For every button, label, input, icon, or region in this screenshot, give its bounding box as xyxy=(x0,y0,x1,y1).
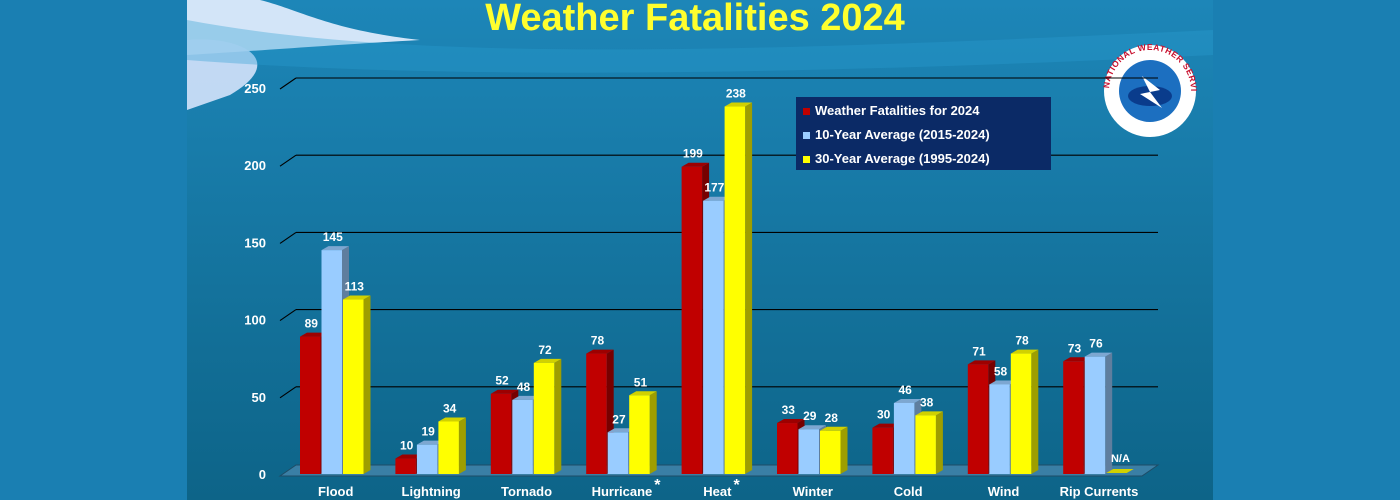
y-axis-ticks: 0 50 100 150 200 250 xyxy=(244,81,266,482)
wave-decoration xyxy=(187,20,1213,73)
bars xyxy=(300,102,1134,474)
value-label: 28 xyxy=(825,411,839,425)
value-label: 27 xyxy=(612,412,626,426)
wave-decoration xyxy=(187,39,258,110)
gridline-diagonal xyxy=(279,154,297,167)
value-label: 19 xyxy=(421,425,435,439)
bar-cold-series-3 xyxy=(915,411,943,474)
legend: Weather Fatalities for 2024 10-Year Avera… xyxy=(796,97,1051,170)
y-tick-label: 250 xyxy=(244,81,266,96)
legend-swatch xyxy=(803,108,810,115)
bar-hurricane-series-3 xyxy=(629,391,657,474)
bar-winter-series-3 xyxy=(820,426,848,474)
value-label: 113 xyxy=(345,280,365,294)
value-label: 38 xyxy=(920,395,934,409)
bar-empty-marker xyxy=(1106,469,1134,473)
y-tick-label: 0 xyxy=(259,467,266,482)
category-labels: Flood Lightning Tornado Hurricane * Heat * Wint… xyxy=(318,477,1138,499)
category-label: Cold xyxy=(894,484,923,499)
wave-decoration xyxy=(187,0,420,55)
value-label: 46 xyxy=(898,383,912,397)
gridline-diagonal xyxy=(279,231,297,244)
bar-lightning-series-3 xyxy=(438,417,466,474)
value-label: 76 xyxy=(1089,337,1103,351)
legend-box xyxy=(796,97,1051,170)
value-label: 71 xyxy=(972,344,986,358)
value-label: 51 xyxy=(634,375,648,389)
legend-swatch xyxy=(803,156,810,163)
value-labels: 89 145 113 10 19 34 52 48 72 78 27 51 199 177 238 33 29 2… xyxy=(305,87,1130,465)
bar-tornado-series-3 xyxy=(533,358,562,474)
bar-heat-series-3 xyxy=(724,102,753,474)
value-label: 238 xyxy=(726,87,746,101)
value-label: 58 xyxy=(994,364,1008,378)
legend-label: 10-Year Average (2015-2024) xyxy=(815,127,990,142)
value-label: 10 xyxy=(400,439,414,453)
y-tick-label: 200 xyxy=(244,158,266,173)
value-label: 145 xyxy=(323,230,343,244)
category-label: Lightning xyxy=(402,484,461,499)
value-label: 78 xyxy=(1015,334,1029,348)
category-label: Heat xyxy=(703,484,732,499)
value-label: 199 xyxy=(683,147,703,161)
y-tick-label: 100 xyxy=(244,313,266,328)
value-label: 72 xyxy=(538,343,552,357)
chart-title: Weather Fatalities 2024 xyxy=(485,0,905,39)
category-label: Flood xyxy=(318,484,353,499)
value-label: 48 xyxy=(517,380,531,394)
bar-rip-currents-series-2 xyxy=(1084,352,1113,474)
value-label: 89 xyxy=(305,317,319,331)
value-label: 34 xyxy=(443,402,457,416)
bar-wind-series-3 xyxy=(1010,349,1039,474)
legend-swatch xyxy=(803,132,810,139)
value-label: 52 xyxy=(495,374,509,388)
bar-flood-series-3 xyxy=(343,295,371,474)
value-label-na: N/A xyxy=(1111,453,1130,465)
value-label: 30 xyxy=(877,408,891,422)
y-tick-label: 50 xyxy=(252,390,266,405)
gridline-diagonal xyxy=(279,309,297,322)
value-label: 73 xyxy=(1068,341,1082,355)
y-tick-label: 150 xyxy=(244,235,266,250)
legend-label: 30-Year Average (1995-2024) xyxy=(815,151,990,166)
legend-label: Weather Fatalities for 2024 xyxy=(815,103,980,118)
category-footnote-mark: * xyxy=(654,477,661,494)
value-label: 78 xyxy=(591,334,605,348)
category-footnote-mark: * xyxy=(733,477,740,494)
gridline-diagonal xyxy=(279,386,297,399)
value-label: 177 xyxy=(704,181,724,195)
category-label: Tornado xyxy=(501,484,552,499)
category-label: Wind xyxy=(988,484,1020,499)
value-label: 33 xyxy=(782,403,796,417)
category-label: Winter xyxy=(793,484,833,499)
category-label: Hurricane xyxy=(592,484,653,499)
value-label: 29 xyxy=(803,409,817,423)
category-label: Rip Currents xyxy=(1060,484,1139,499)
gridline-diagonal xyxy=(279,77,297,90)
